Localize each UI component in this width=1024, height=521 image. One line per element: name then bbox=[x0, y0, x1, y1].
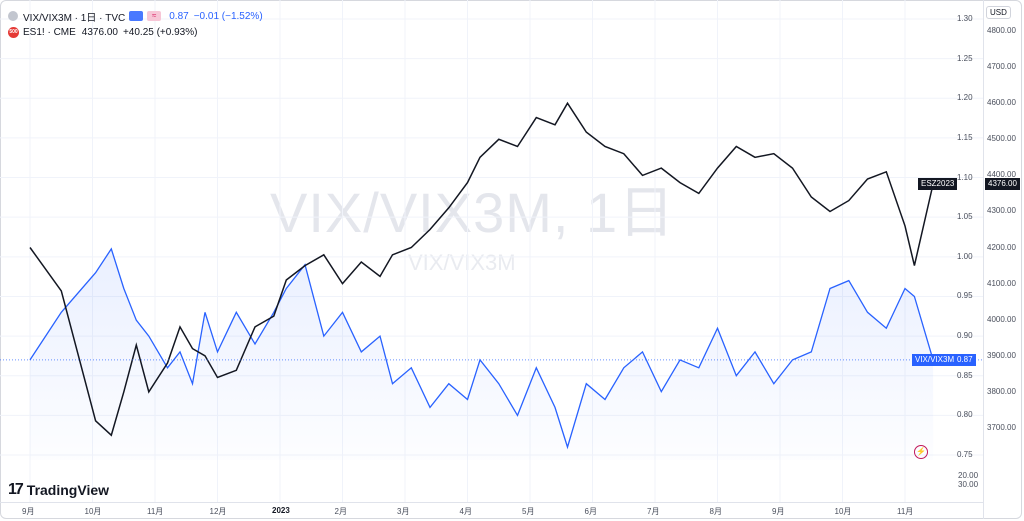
axis-tick-label: 0.80 bbox=[957, 410, 973, 420]
time-tick-label: 6月 bbox=[584, 507, 597, 516]
axis-tick-label: 4000.00 bbox=[987, 314, 1016, 324]
scale-label: 30.00 bbox=[958, 480, 979, 489]
time-tick-label: 11月 bbox=[147, 507, 164, 516]
axis-tick-label: 0.75 bbox=[957, 450, 973, 459]
time-tick-label: 7月 bbox=[647, 507, 660, 516]
compare-symbol[interactable]: ES1! · CME bbox=[23, 26, 76, 38]
tradingview-logo[interactable]: 17 TradingView bbox=[8, 481, 109, 499]
compare-value: 4376.00 bbox=[81, 26, 118, 38]
time-tick-label: 2023 bbox=[272, 506, 290, 515]
time-scale[interactable] bbox=[0, 502, 983, 520]
time-tick-label: 11月 bbox=[897, 507, 914, 516]
time-tick-label: 3月 bbox=[397, 507, 410, 516]
axis-tick-label: 1.00 bbox=[957, 251, 973, 261]
scale-label: 20.00 bbox=[958, 471, 979, 480]
time-tick-label: 2月 bbox=[334, 507, 347, 516]
ratio-name-tag: VIX/VIX3M bbox=[912, 353, 958, 366]
axis-tick-label: 1.25 bbox=[957, 53, 973, 63]
time-tick-label: 4月 bbox=[459, 507, 472, 516]
time-tick-label: 9月 bbox=[772, 507, 785, 516]
series-color-icon[interactable] bbox=[129, 11, 144, 21]
chart-legend: VIX/VIX3M · 1日 · TVC ≈ 0.87 −0.01 (−1.52… bbox=[8, 8, 263, 40]
axis-tick-label: 4300.00 bbox=[987, 206, 1016, 216]
ratio-value-tag: 0.87 bbox=[954, 353, 976, 366]
axis-tick-label: 0.95 bbox=[957, 291, 973, 301]
symbol-watermark-sub: VIX/VIX3M bbox=[408, 250, 516, 275]
axis-tick-label: 4200.00 bbox=[987, 242, 1016, 252]
es-series-line[interactable] bbox=[29, 101, 934, 437]
tv-logo-icon: 17 bbox=[8, 481, 24, 498]
time-tick-label: 10月 bbox=[834, 507, 852, 516]
price-chart[interactable] bbox=[0, 0, 983, 502]
axis-tick-label: 0.85 bbox=[957, 370, 973, 380]
axis-tick-label: 4500.00 bbox=[987, 134, 1016, 144]
symbol-watermark: VIX/VIX3M, 1日 bbox=[270, 181, 676, 244]
price-scale[interactable] bbox=[983, 0, 1024, 519]
lightning-icon[interactable]: ⚡ bbox=[914, 445, 928, 459]
axis-tick-label: 4800.00 bbox=[987, 26, 1016, 35]
time-tick-label: 8月 bbox=[709, 507, 722, 516]
axis-tick-label: 4400.00 bbox=[987, 170, 1016, 180]
ratio-series-line[interactable] bbox=[29, 247, 934, 450]
es-price-tag: 4376.00 bbox=[985, 178, 1020, 191]
symbol-icon bbox=[8, 11, 18, 21]
axis-tick-label: 4100.00 bbox=[987, 278, 1016, 288]
es-contract-tag: ESZ2023 bbox=[918, 178, 958, 191]
main-change: −0.01 (−1.52%) bbox=[193, 10, 263, 22]
axis-tick-label: 3800.00 bbox=[987, 386, 1016, 396]
axis-tick-label: 0.90 bbox=[957, 331, 973, 341]
axis-tick-label: 1.15 bbox=[957, 132, 973, 142]
brand-name: TradingView bbox=[26, 482, 110, 498]
main-value: 0.87 bbox=[169, 10, 189, 22]
axis-tick-label: 3700.00 bbox=[987, 423, 1016, 432]
axis-tick-label: 1.20 bbox=[957, 93, 973, 103]
axis-tick-label: 1.30 bbox=[957, 14, 973, 23]
axis-tick-label: 3900.00 bbox=[987, 350, 1016, 360]
axis-tick-label: 4700.00 bbox=[987, 62, 1016, 72]
main-symbol[interactable]: VIX/VIX3M · 1日 · TVC bbox=[23, 12, 126, 24]
time-tick-label: 12月 bbox=[209, 507, 227, 516]
time-tick-label: 10月 bbox=[84, 507, 102, 516]
compare-change: +40.25 (+0.93%) bbox=[122, 26, 198, 38]
axis-tick-label: 4600.00 bbox=[987, 98, 1016, 108]
currency-button[interactable]: USD bbox=[986, 6, 1011, 19]
sp500-icon: 500 bbox=[8, 26, 19, 38]
ratio-area bbox=[30, 248, 934, 460]
axis-tick-label: 1.05 bbox=[957, 212, 973, 222]
compare-icon[interactable]: ≈ bbox=[147, 11, 162, 21]
time-tick-label: 9月 bbox=[22, 507, 35, 516]
axis-tick-label: 1.10 bbox=[957, 172, 973, 182]
time-tick-label: 5月 bbox=[522, 507, 535, 516]
